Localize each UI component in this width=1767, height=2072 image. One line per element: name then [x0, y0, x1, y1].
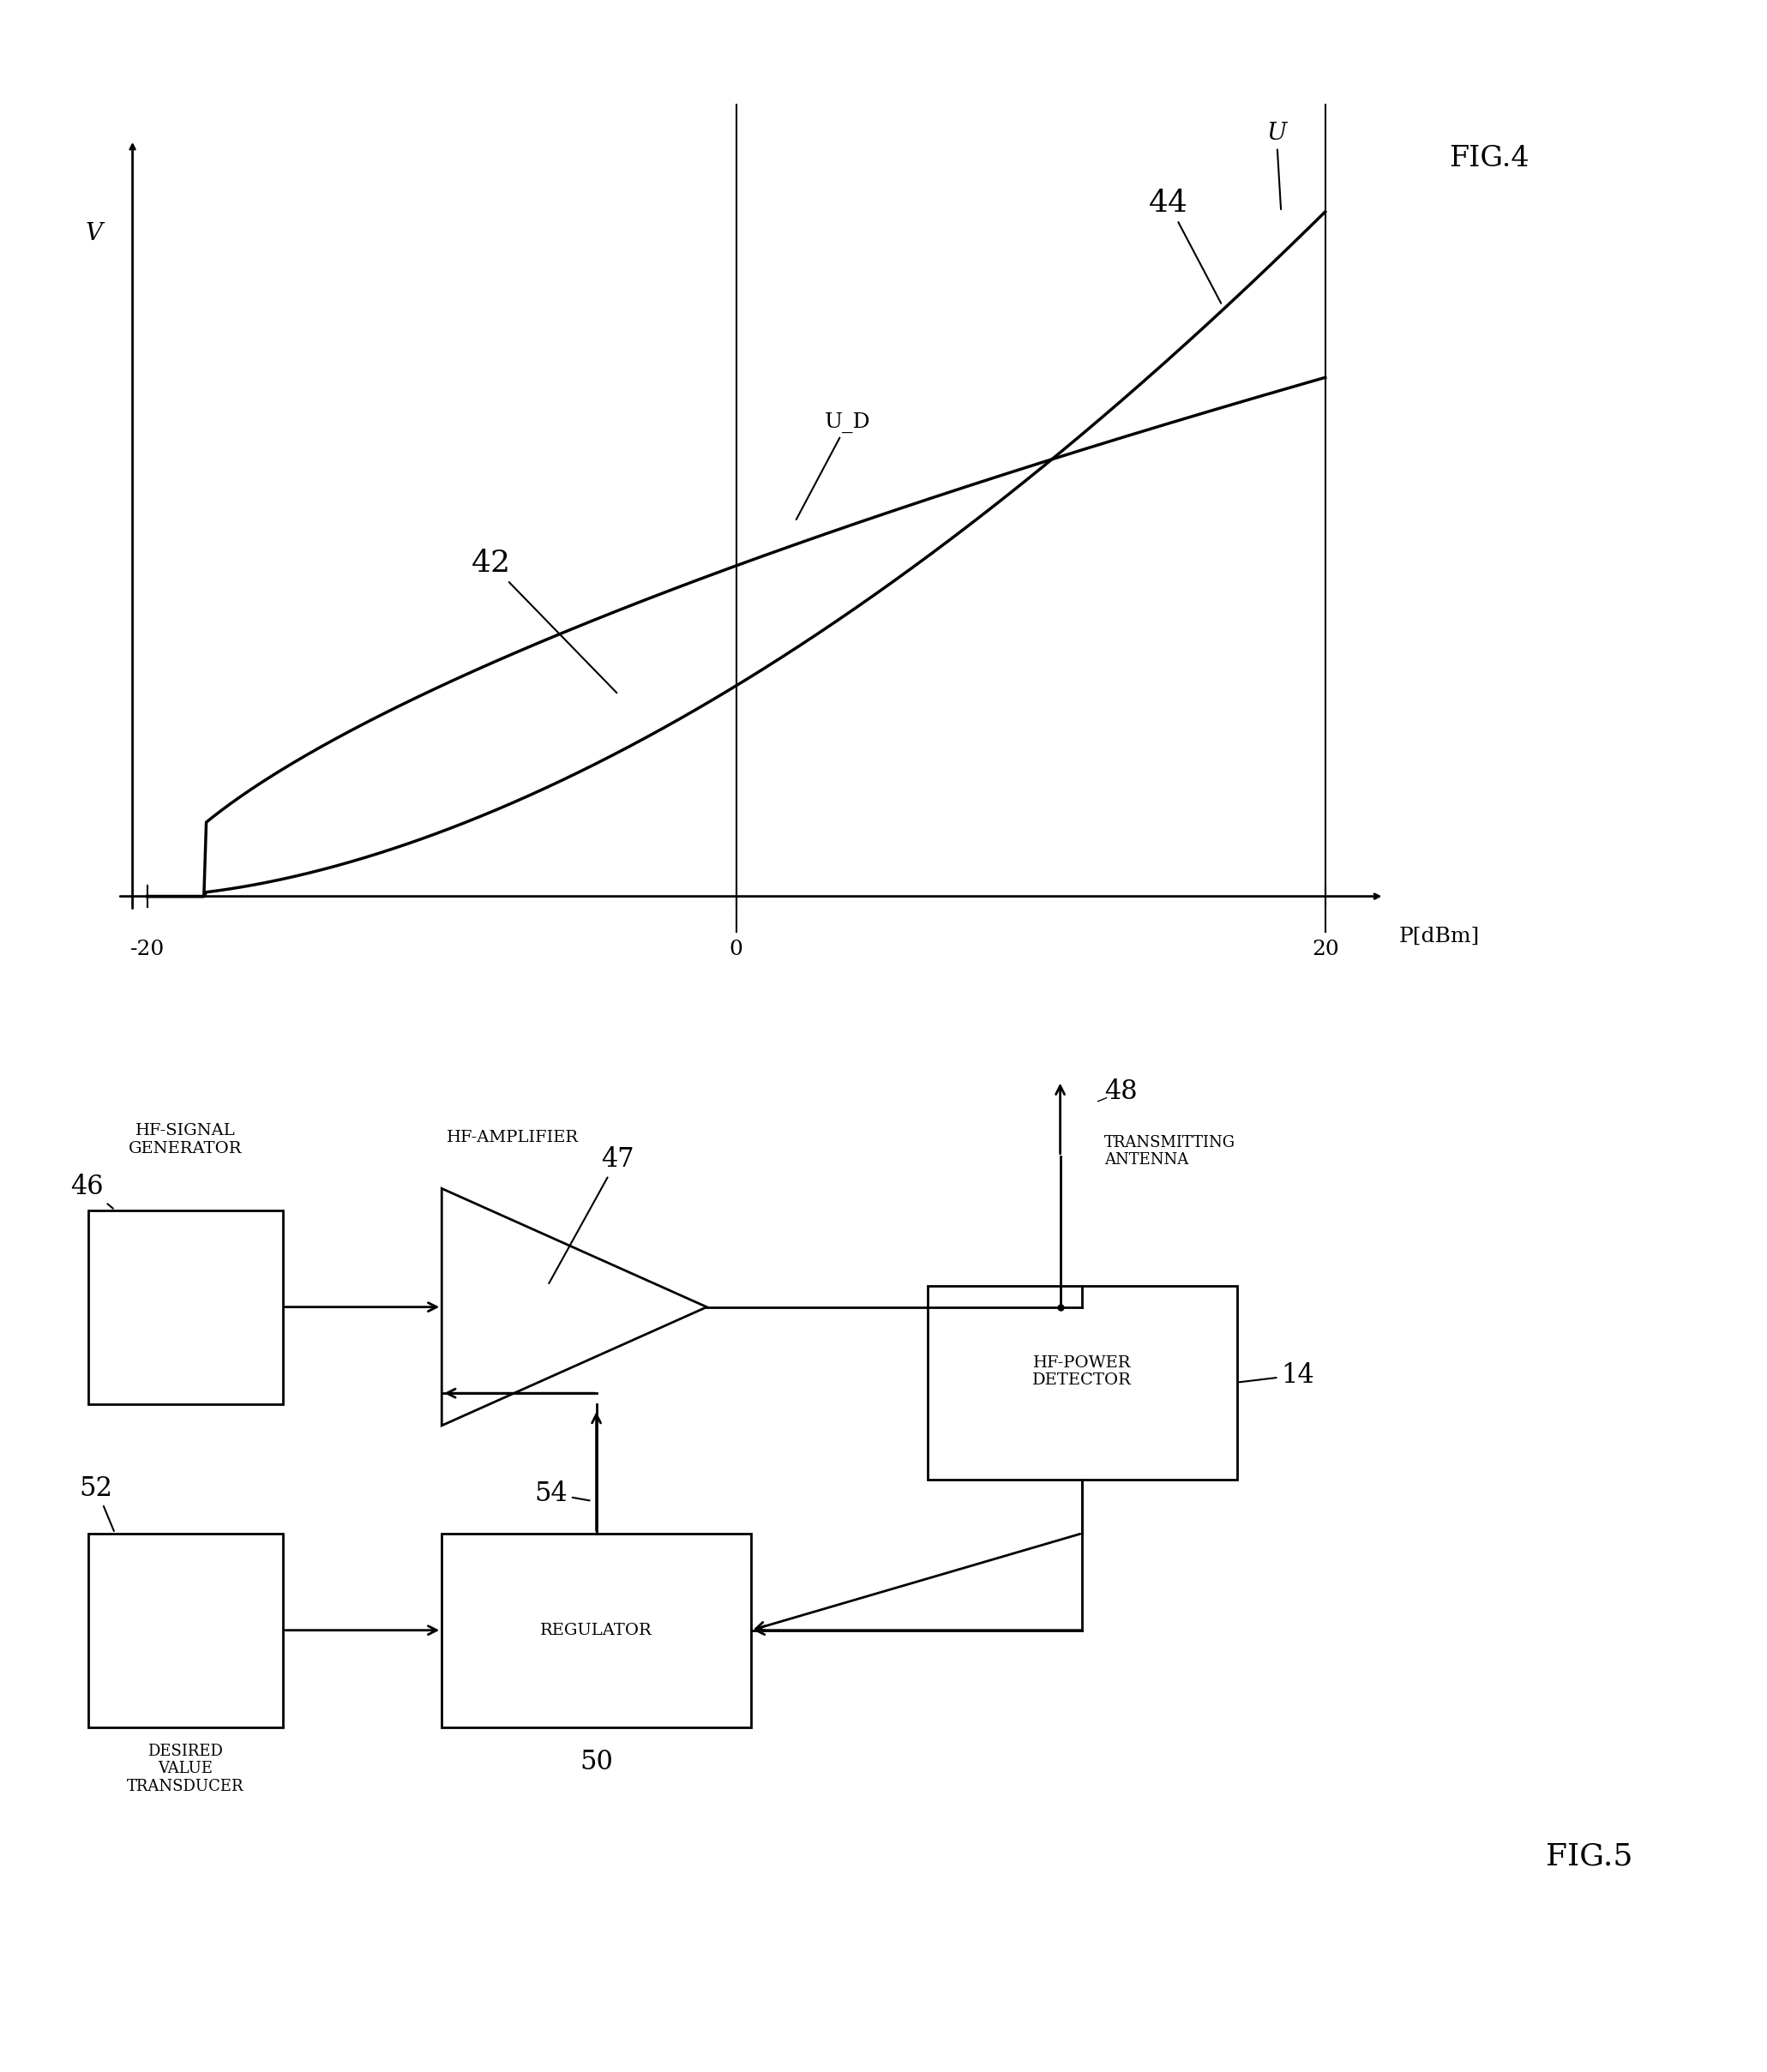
- FancyBboxPatch shape: [88, 1210, 283, 1405]
- Text: V: V: [85, 222, 102, 244]
- Text: 46: 46: [71, 1173, 113, 1208]
- Text: HF-SIGNAL
GENERATOR: HF-SIGNAL GENERATOR: [129, 1123, 242, 1156]
- Text: REGULATOR: REGULATOR: [541, 1622, 652, 1639]
- Text: 20: 20: [1311, 939, 1339, 959]
- Text: 48: 48: [1104, 1077, 1138, 1104]
- Text: 52: 52: [80, 1475, 113, 1531]
- Text: 0: 0: [730, 939, 744, 959]
- Text: HF-AMPLIFIER: HF-AMPLIFIER: [447, 1129, 578, 1146]
- Text: P[dBm]: P[dBm]: [1399, 926, 1479, 945]
- Text: FIG.5: FIG.5: [1546, 1842, 1633, 1871]
- Text: 50: 50: [580, 1749, 613, 1776]
- Text: 44: 44: [1149, 189, 1221, 303]
- Text: FIG.4: FIG.4: [1449, 145, 1528, 172]
- Text: TRANSMITTING
ANTENNA: TRANSMITTING ANTENNA: [1104, 1135, 1235, 1169]
- FancyBboxPatch shape: [442, 1533, 751, 1728]
- Text: U_D: U_D: [797, 412, 871, 520]
- Text: HF-POWER
DETECTOR: HF-POWER DETECTOR: [1032, 1355, 1133, 1388]
- Text: DESIRED
VALUE
TRANSDUCER: DESIRED VALUE TRANSDUCER: [127, 1743, 244, 1794]
- FancyBboxPatch shape: [88, 1533, 283, 1728]
- Text: U: U: [1267, 122, 1286, 209]
- Text: 47: 47: [550, 1146, 634, 1283]
- Text: 54: 54: [535, 1479, 590, 1506]
- Text: 14: 14: [1239, 1361, 1315, 1388]
- FancyBboxPatch shape: [928, 1285, 1237, 1479]
- Text: -20: -20: [131, 939, 164, 959]
- Text: 42: 42: [472, 549, 617, 692]
